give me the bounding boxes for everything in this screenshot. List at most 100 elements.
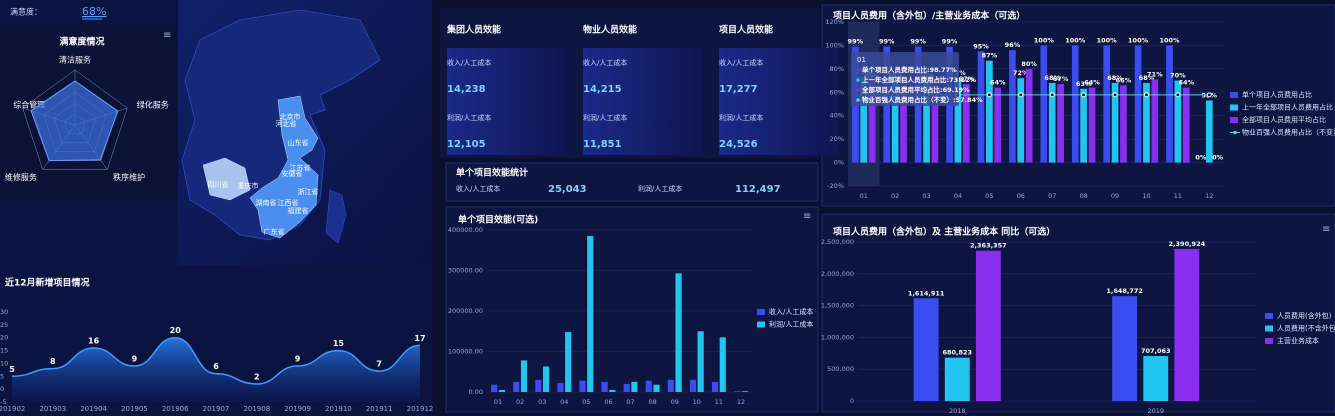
radar-ring [22,69,128,170]
bar [977,51,985,163]
bar [1182,87,1190,163]
data-label: 5 [9,365,15,374]
bar [913,298,939,401]
x-tick-label: 02 [891,192,899,200]
data-label: 16 [88,337,100,346]
x-tick-label: 03 [538,398,546,406]
line-point [1206,92,1212,98]
data-label: 17 [414,334,425,343]
tooltip-line: 全部项目人员费用平均占比:69.19% [861,85,970,94]
y-tick-label: -20% [827,182,844,190]
legend-label: 人员费用(含外包) [1277,311,1332,320]
bar [1174,248,1200,401]
x-tick-label: 01 [860,192,868,200]
tooltip-dot [856,98,860,102]
bar [520,360,528,392]
y-tick-label: 40% [830,112,844,120]
stats-panel [445,162,819,202]
legend-swatch [1265,313,1273,319]
card-label: 收入/人工成本 [583,58,627,67]
bar [498,389,505,392]
data-label: 0% [1195,154,1207,162]
data-label: 0% [1212,154,1224,162]
legend-marker [1233,130,1237,135]
data-label: 71% [1147,70,1163,78]
y-tick-label: -5 [0,398,6,406]
x-tick-label: 2018 [949,407,966,415]
x-tick-label: 09 [671,398,679,406]
cost-panel [821,213,1335,413]
stats-label: 收入/人工成本 [456,184,500,193]
bar [535,379,542,392]
x-tick-label: 10 [1142,192,1150,200]
y-tick-label: 0 [0,385,4,393]
x-tick-label: 06 [1017,192,1025,200]
bar [1151,79,1159,163]
bar-panel [445,206,819,413]
y-tick-label: 100000.00 [448,348,483,356]
province-label: 河北省 [276,119,297,128]
card-box [719,48,839,155]
y-tick-label: 1,500,000 [821,302,854,310]
y-tick-label: 20 [0,334,8,342]
data-label: 68% [1107,74,1123,82]
data-label: 67% [959,75,975,83]
bar [1134,45,1142,163]
card-value: 12,105 [447,139,486,150]
data-label: 68% [1139,74,1155,82]
card-title: 项目人员效能 [719,24,773,36]
y-tick-label: 0 [850,397,854,405]
x-tick-label: 2019 [1147,407,1164,415]
data-label: 63% [1076,80,1092,88]
card-box [447,48,567,155]
data-label: 100% [1128,36,1149,44]
y-tick-label: 2,000,000 [821,270,854,278]
line-point [1081,92,1087,98]
legend-swatch [1230,92,1238,98]
data-label: 7 [376,360,382,369]
province-label: 湖南省 [256,198,277,207]
x-tick-label: 02 [516,398,524,406]
tooltip-dot [856,78,860,82]
bar [741,391,748,392]
data-label: 96% [1005,41,1021,49]
legend-label: 全部项目人员费用平均占比 [1242,115,1326,124]
data-label: 68% [1044,74,1060,82]
bar [689,379,697,392]
bar [653,384,660,392]
bar [923,80,930,163]
data-label: 66% [1116,76,1132,84]
bar [975,250,1001,401]
line-point [1049,92,1055,98]
x-tick-label: 201908 [243,405,270,413]
province-label: 浙江省 [298,187,319,196]
bar [631,381,638,392]
bar [609,389,616,392]
bar [931,85,939,163]
x-tick-label: 12 [1205,192,1213,200]
bar [1143,82,1150,163]
data-label: 99% [879,38,895,46]
y-tick-label: 0% [834,159,844,167]
x-tick-label: 04 [954,192,962,200]
province-label: 广东省 [264,227,285,236]
data-label: 9 [295,355,301,364]
bar [1112,296,1138,401]
y-tick-label: 100% [825,41,844,49]
y-tick-label: 30 [0,308,8,316]
data-label: 20 [170,326,182,335]
stats-label: 利润/人工成本 [638,184,682,193]
bar [1017,78,1025,163]
y-tick-label: 5 [0,372,4,380]
x-tick-label: 05 [582,398,590,406]
data-label: 100% [1065,36,1086,44]
x-tick-label: 03 [922,192,930,200]
legend-swatch [1230,104,1238,111]
x-tick-label: 11 [1174,192,1182,200]
tooltip-line: 上一年全部项目人员费用占比:73.12% [862,75,977,84]
x-tick-label: 09 [1111,192,1119,200]
legend-swatch [1230,117,1238,123]
tooltip-dot [856,88,860,92]
x-tick-label: 201912 [407,405,434,413]
